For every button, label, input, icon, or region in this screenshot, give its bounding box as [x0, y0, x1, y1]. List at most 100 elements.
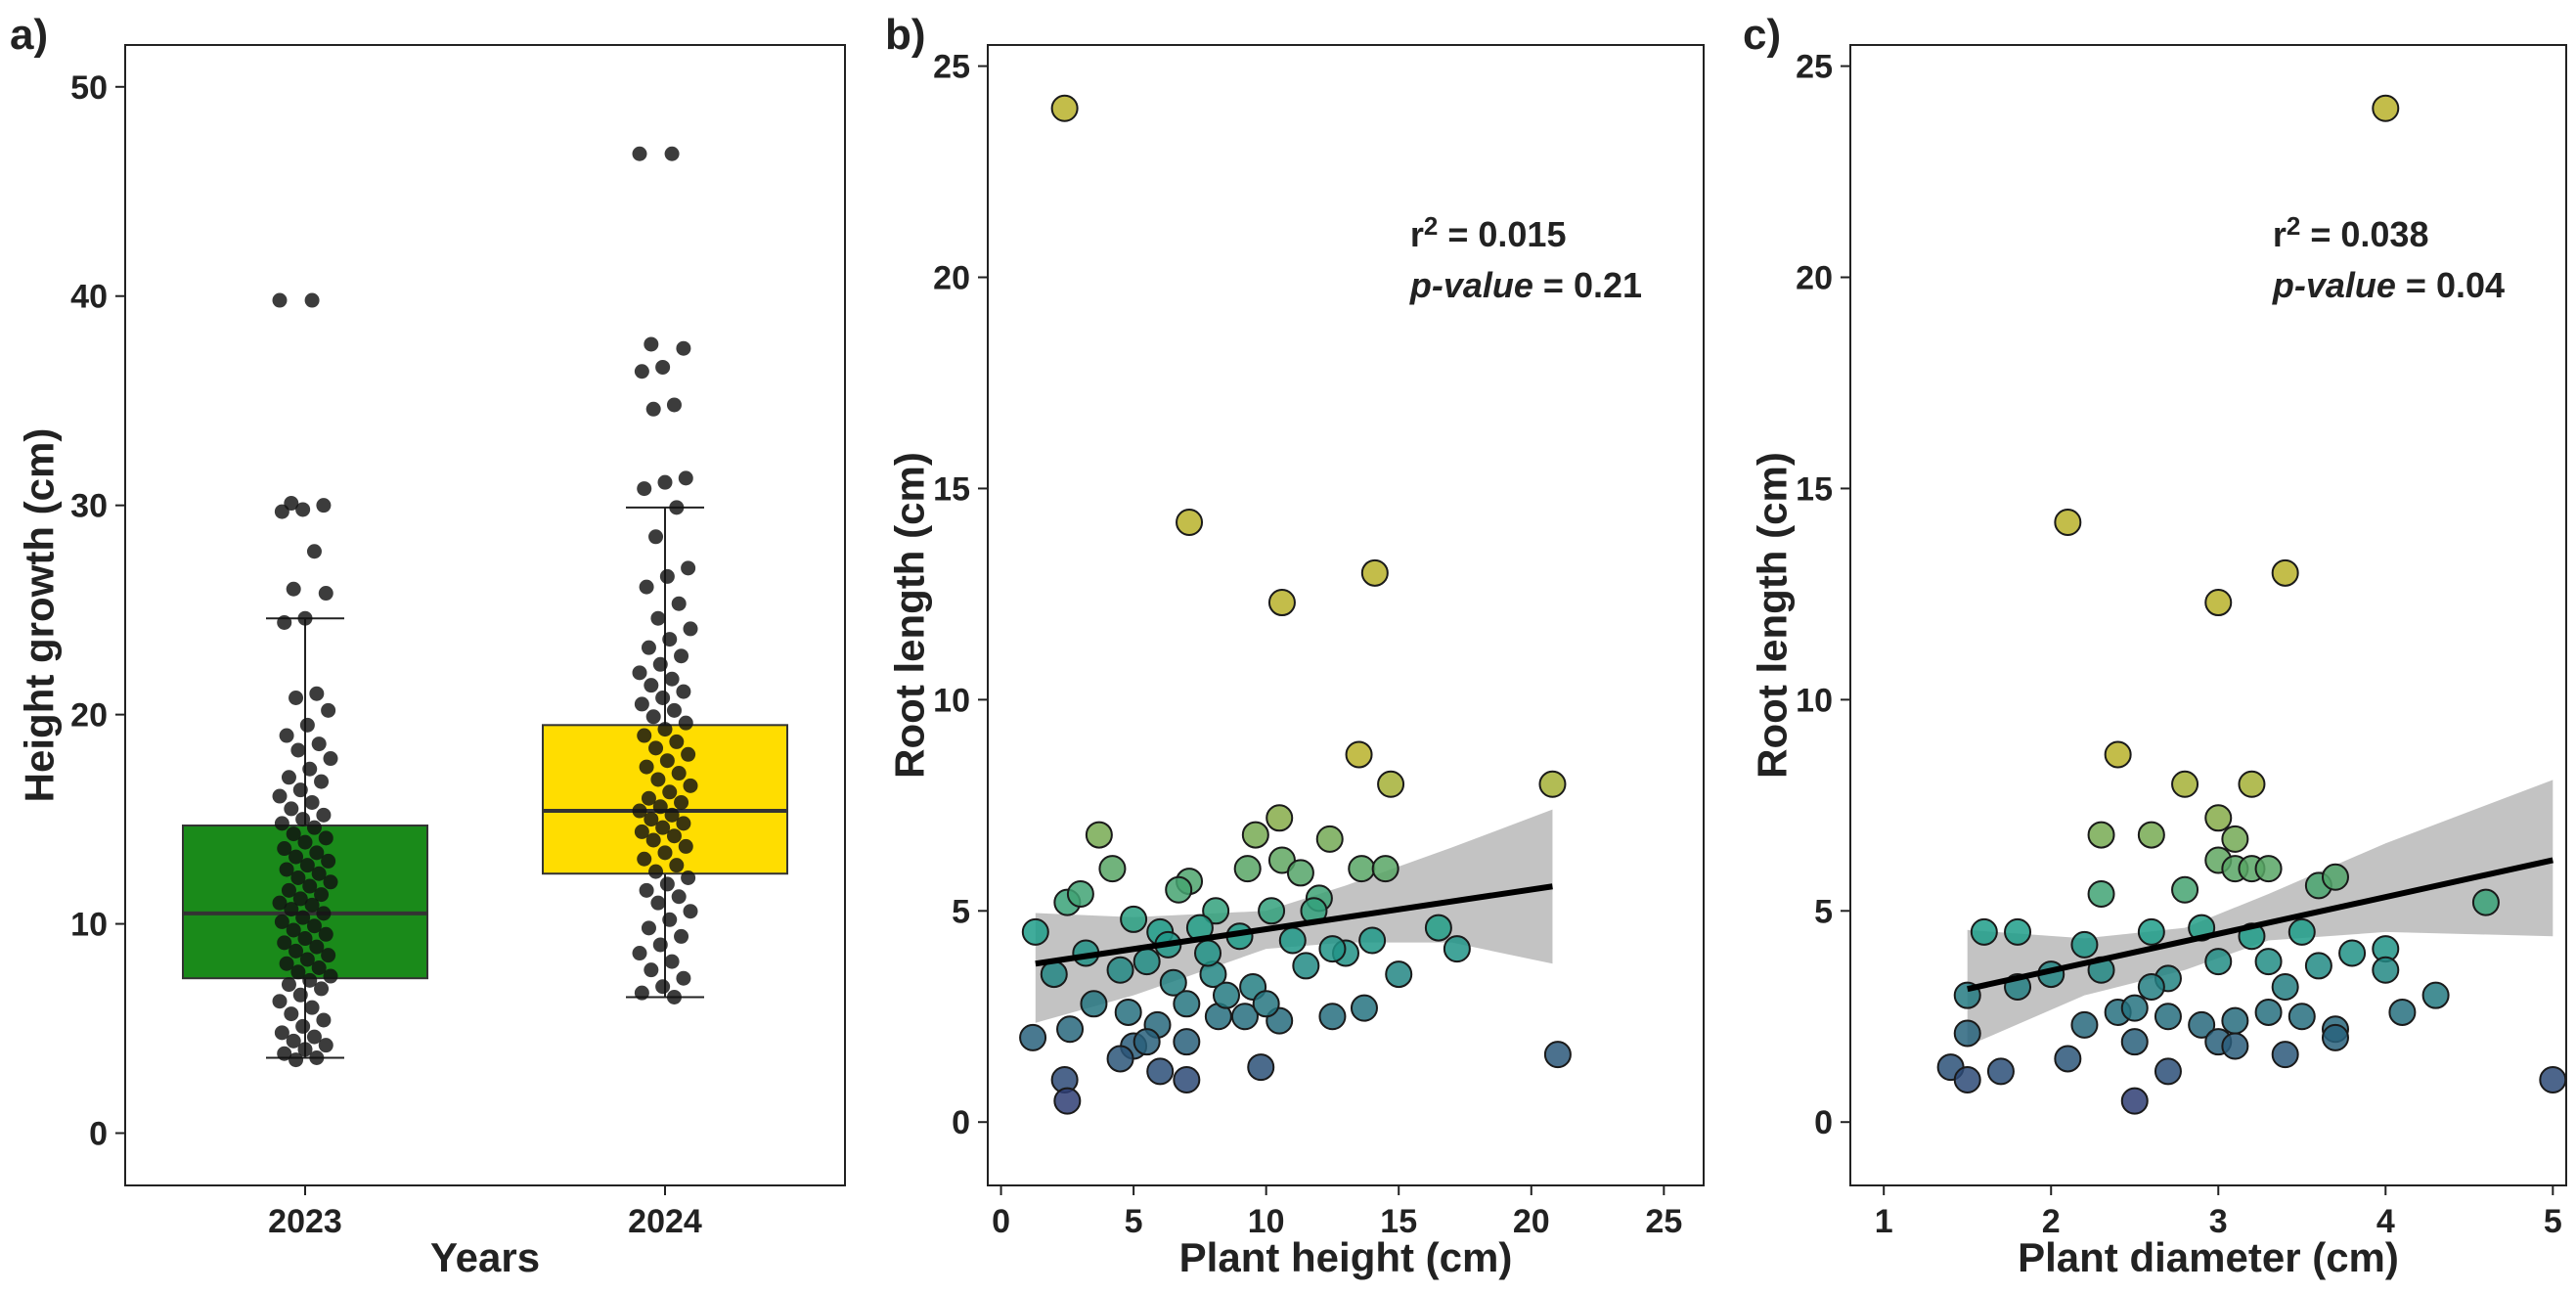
data-point: [1066, 880, 1094, 909]
data-point: [655, 979, 671, 995]
data-point: [676, 816, 691, 831]
data-point: [2120, 1087, 2149, 1115]
data-point: [1133, 1028, 1161, 1056]
data-point: [318, 830, 333, 846]
data-point: [662, 912, 678, 927]
data-point: [318, 1038, 333, 1053]
y-axis-title: Root length (cm): [887, 452, 933, 779]
data-point: [314, 774, 330, 789]
data-point: [637, 851, 652, 867]
data-point: [292, 987, 308, 1003]
p-value-annotation: p-value = 0.21: [1409, 265, 1642, 305]
data-point: [277, 841, 292, 857]
data-point: [316, 1012, 332, 1028]
data-point: [299, 858, 315, 873]
y-tick-label: 20: [70, 697, 108, 735]
data-point: [1315, 825, 1344, 853]
y-tick-label: 25: [1796, 49, 1833, 86]
x-tick-label: 1: [1875, 1203, 1893, 1240]
data-point: [318, 926, 333, 942]
data-point: [311, 959, 327, 975]
data-point: [650, 895, 666, 911]
data-point: [295, 812, 311, 827]
data-point: [637, 481, 652, 497]
data-point: [321, 948, 336, 963]
data-point: [2204, 948, 2233, 976]
y-tick-label: 10: [1796, 682, 1833, 719]
data-point: [641, 640, 656, 655]
data-point: [2070, 930, 2099, 959]
data-point: [284, 801, 299, 817]
data-point: [662, 632, 678, 647]
data-point: [286, 581, 301, 597]
data-point: [1120, 905, 1148, 933]
data-point: [2539, 1066, 2567, 1094]
data-point: [1348, 855, 1376, 883]
y-tick-label: 0: [952, 1104, 970, 1141]
y-tick-label: 25: [933, 49, 970, 86]
data-point: [1019, 1023, 1047, 1051]
p-value-annotation: p-value = 0.04: [2272, 265, 2505, 305]
data-point: [674, 794, 689, 810]
data-point: [666, 989, 682, 1004]
data-point: [678, 715, 693, 731]
data-point: [662, 784, 678, 800]
data-point: [1080, 990, 1108, 1018]
data-point: [669, 734, 685, 749]
data-point: [2471, 888, 2500, 916]
data-point: [678, 470, 693, 486]
data-point: [323, 751, 338, 767]
data-point: [1106, 1045, 1134, 1073]
data-point: [2087, 880, 2115, 909]
x-tick-label: 3: [2209, 1203, 2228, 1240]
p-value-number: = 0.04: [2396, 265, 2505, 305]
data-point: [2137, 917, 2165, 946]
data-point: [650, 772, 666, 787]
data-point: [645, 832, 661, 848]
data-point: [2154, 1003, 2182, 1031]
data-point: [671, 766, 687, 781]
data-point: [645, 401, 661, 417]
y-tick-label: 50: [70, 69, 108, 107]
data-point: [289, 1052, 304, 1068]
data-point: [2304, 952, 2332, 980]
data-point: [2221, 1032, 2249, 1060]
data-point: [645, 709, 661, 725]
data-point: [1371, 855, 1399, 883]
data-point: [1056, 1015, 1085, 1044]
y-axis-title: Root length (cm): [1750, 452, 1796, 779]
data-point: [323, 874, 338, 890]
data-point: [2171, 770, 2199, 798]
data-point: [289, 943, 304, 959]
data-point: [286, 922, 301, 938]
r2-annotation: r2 = 0.038: [2273, 211, 2429, 254]
data-point: [1241, 821, 1269, 849]
p-value-number: = 0.21: [1533, 265, 1642, 305]
x-tick-label: 5: [2544, 1203, 2562, 1240]
panel-label: b): [885, 11, 926, 59]
data-point: [2271, 1041, 2299, 1069]
y-tick-label: 10: [933, 682, 970, 719]
data-point: [274, 504, 289, 519]
data-point: [1021, 917, 1049, 946]
data-point: [1213, 981, 1240, 1009]
data-point: [659, 753, 675, 769]
data-point: [1377, 770, 1405, 798]
y-tick-label: 0: [89, 1116, 108, 1153]
data-point: [644, 812, 659, 827]
data-point: [2271, 973, 2299, 1002]
x-tick-label: 25: [1645, 1203, 1682, 1240]
data-point: [678, 838, 693, 854]
data-point: [2421, 981, 2450, 1009]
data-point: [676, 970, 691, 986]
data-point: [644, 962, 659, 978]
data-point: [652, 799, 668, 815]
data-point: [671, 596, 687, 611]
data-point: [289, 849, 304, 865]
y-tick-label: 20: [933, 260, 970, 297]
data-point: [309, 686, 325, 701]
data-point: [632, 946, 647, 961]
data-point: [657, 722, 673, 737]
panel-a-height-growth-boxplot: a) 0 10 20 30 40 50 2023 2024 Years Height growth …: [10, 11, 846, 1280]
